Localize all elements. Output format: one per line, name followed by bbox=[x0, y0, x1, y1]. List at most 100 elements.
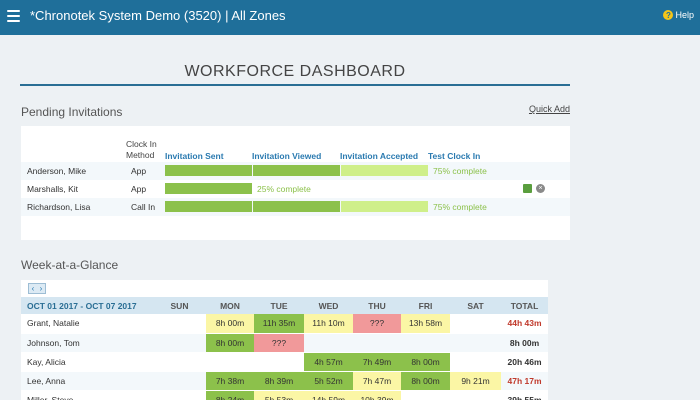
test-clock-in-header: Test Clock In bbox=[428, 151, 481, 161]
day-cell[interactable] bbox=[304, 333, 353, 353]
day-cell[interactable] bbox=[206, 352, 254, 372]
invitation-accepted-header: Invitation Accepted bbox=[340, 151, 419, 161]
day-cell[interactable]: 9h 21m bbox=[450, 371, 501, 391]
table-row[interactable]: Johnson, Tom 8h 00m ??? 8h 00m bbox=[21, 333, 548, 353]
day-cell[interactable] bbox=[254, 352, 304, 372]
day-header: TUE bbox=[254, 297, 304, 314]
day-cell[interactable]: 8h 24m bbox=[206, 390, 254, 400]
day-cell[interactable] bbox=[401, 390, 450, 400]
employee-name[interactable]: Miller, Steve bbox=[21, 390, 153, 400]
clock-in-method: Call In bbox=[131, 202, 156, 212]
day-header: FRI bbox=[401, 297, 450, 314]
clock-in-method: App bbox=[131, 166, 147, 176]
day-header: SUN bbox=[153, 297, 206, 314]
day-cell[interactable]: 11h 35m bbox=[254, 314, 304, 334]
day-header: THU bbox=[353, 297, 401, 314]
day-cell[interactable] bbox=[401, 333, 450, 353]
invitation-row[interactable]: Richardson, Lisa Call In 75% complete bbox=[21, 198, 570, 216]
day-cell[interactable] bbox=[153, 390, 206, 400]
week-at-a-glance-panel: ‹ › OCT 01 2017 - OCT 07 2017 SUN MON TU… bbox=[21, 280, 548, 400]
day-cell[interactable]: 8h 00m bbox=[206, 333, 254, 353]
week-header-row: OCT 01 2017 - OCT 07 2017 SUN MON TUE WE… bbox=[21, 297, 548, 314]
progress-viewed bbox=[253, 165, 340, 176]
day-cell[interactable]: ??? bbox=[353, 314, 401, 334]
total-header: TOTAL bbox=[501, 297, 548, 314]
clock-in-method: App bbox=[131, 184, 147, 194]
day-cell[interactable] bbox=[153, 371, 206, 391]
table-row[interactable]: Grant, Natalie 8h 00m 11h 35m 11h 10m ??… bbox=[21, 314, 548, 334]
method-header: Clock In Method bbox=[126, 139, 157, 161]
week-total: 44h 43m bbox=[501, 314, 548, 334]
table-row[interactable]: Lee, Anna 7h 38m 8h 39m 5h 52m 7h 47m 8h… bbox=[21, 371, 548, 391]
day-cell[interactable]: 5h 52m bbox=[304, 371, 353, 391]
day-cell[interactable]: 10h 39m bbox=[353, 390, 401, 400]
resend-email-icon[interactable] bbox=[523, 184, 532, 193]
delete-icon[interactable]: × bbox=[536, 184, 545, 193]
progress-accepted bbox=[341, 201, 428, 212]
progress-text: 75% complete bbox=[433, 202, 487, 212]
week-total: 47h 17m bbox=[501, 371, 548, 391]
day-cell[interactable]: 8h 00m bbox=[206, 314, 254, 334]
day-cell[interactable] bbox=[353, 333, 401, 353]
progress-text: 25% complete bbox=[257, 184, 311, 194]
menu-icon[interactable] bbox=[7, 10, 20, 23]
day-cell[interactable] bbox=[450, 314, 501, 334]
week-total: 20h 46m bbox=[501, 352, 548, 372]
day-cell[interactable]: 4h 57m bbox=[304, 352, 353, 372]
day-cell[interactable]: 8h 39m bbox=[254, 371, 304, 391]
pending-invitations-title: Pending Invitations bbox=[21, 105, 123, 119]
employee-name[interactable]: Kay, Alicia bbox=[21, 352, 153, 372]
day-cell[interactable]: 5h 53m bbox=[254, 390, 304, 400]
app-title: *Chronotek System Demo (3520) | All Zone… bbox=[30, 8, 286, 23]
invitee-name: Richardson, Lisa bbox=[27, 202, 91, 212]
day-cell[interactable]: 7h 38m bbox=[206, 371, 254, 391]
invitation-sent-header: Invitation Sent bbox=[165, 151, 224, 161]
invitee-name: Anderson, Mike bbox=[27, 166, 87, 176]
employee-name[interactable]: Lee, Anna bbox=[21, 371, 153, 391]
quick-add-link[interactable]: Quick Add bbox=[528, 104, 570, 114]
week-table: OCT 01 2017 - OCT 07 2017 SUN MON TUE WE… bbox=[21, 297, 548, 400]
day-cell[interactable]: 14h 59m bbox=[304, 390, 353, 400]
prev-week-icon[interactable]: ‹ bbox=[31, 284, 35, 293]
employee-name[interactable]: Johnson, Tom bbox=[21, 333, 153, 353]
date-range: OCT 01 2017 - OCT 07 2017 bbox=[21, 297, 153, 314]
invitee-name: Marshalls, Kit bbox=[27, 184, 79, 194]
day-cell[interactable]: 8h 00m bbox=[401, 371, 450, 391]
day-cell[interactable]: 11h 10m bbox=[304, 314, 353, 334]
week-at-a-glance-title: Week-at-a-Glance bbox=[21, 258, 119, 272]
help-label: Help bbox=[675, 10, 694, 20]
invitation-viewed-header: Invitation Viewed bbox=[252, 151, 322, 161]
progress-sent bbox=[165, 201, 252, 212]
progress-accepted bbox=[341, 165, 428, 176]
week-total: 8h 00m bbox=[501, 333, 548, 353]
method-header-line2: Method bbox=[126, 150, 155, 160]
invitation-row[interactable]: Anderson, Mike App 75% complete bbox=[21, 162, 570, 180]
day-cell[interactable] bbox=[450, 333, 501, 353]
help-button[interactable]: ? Help bbox=[663, 10, 694, 20]
day-header: WED bbox=[304, 297, 353, 314]
day-cell[interactable]: 7h 47m bbox=[353, 371, 401, 391]
progress-viewed bbox=[253, 201, 340, 212]
day-cell[interactable]: ??? bbox=[254, 333, 304, 353]
week-nav-arrows[interactable]: ‹ › bbox=[28, 283, 46, 294]
day-cell[interactable]: 13h 58m bbox=[401, 314, 450, 334]
page-title: WORKFORCE DASHBOARD bbox=[184, 63, 406, 80]
top-bar: *Chronotek System Demo (3520) | All Zone… bbox=[0, 0, 700, 35]
day-cell[interactable] bbox=[153, 352, 206, 372]
progress-text: 75% complete bbox=[433, 166, 487, 176]
invitation-row[interactable]: Marshalls, Kit App 25% complete × bbox=[21, 180, 570, 198]
employee-name[interactable]: Grant, Natalie bbox=[21, 314, 153, 334]
day-header: SAT bbox=[450, 297, 501, 314]
table-row[interactable]: Miller, Steve 8h 24m 5h 53m 14h 59m 10h … bbox=[21, 390, 548, 400]
day-cell[interactable] bbox=[450, 390, 501, 400]
table-row[interactable]: Kay, Alicia 4h 57m 7h 49m 8h 00m 20h 46m bbox=[21, 352, 548, 372]
next-week-icon[interactable]: › bbox=[39, 284, 43, 293]
day-cell[interactable] bbox=[450, 352, 501, 372]
day-cell[interactable] bbox=[153, 314, 206, 334]
title-divider bbox=[20, 84, 570, 86]
day-cell[interactable]: 8h 00m bbox=[401, 352, 450, 372]
day-cell[interactable] bbox=[153, 333, 206, 353]
week-total: 39h 55m bbox=[501, 390, 548, 400]
day-cell[interactable]: 7h 49m bbox=[353, 352, 401, 372]
method-header-line1: Clock In bbox=[126, 139, 157, 149]
